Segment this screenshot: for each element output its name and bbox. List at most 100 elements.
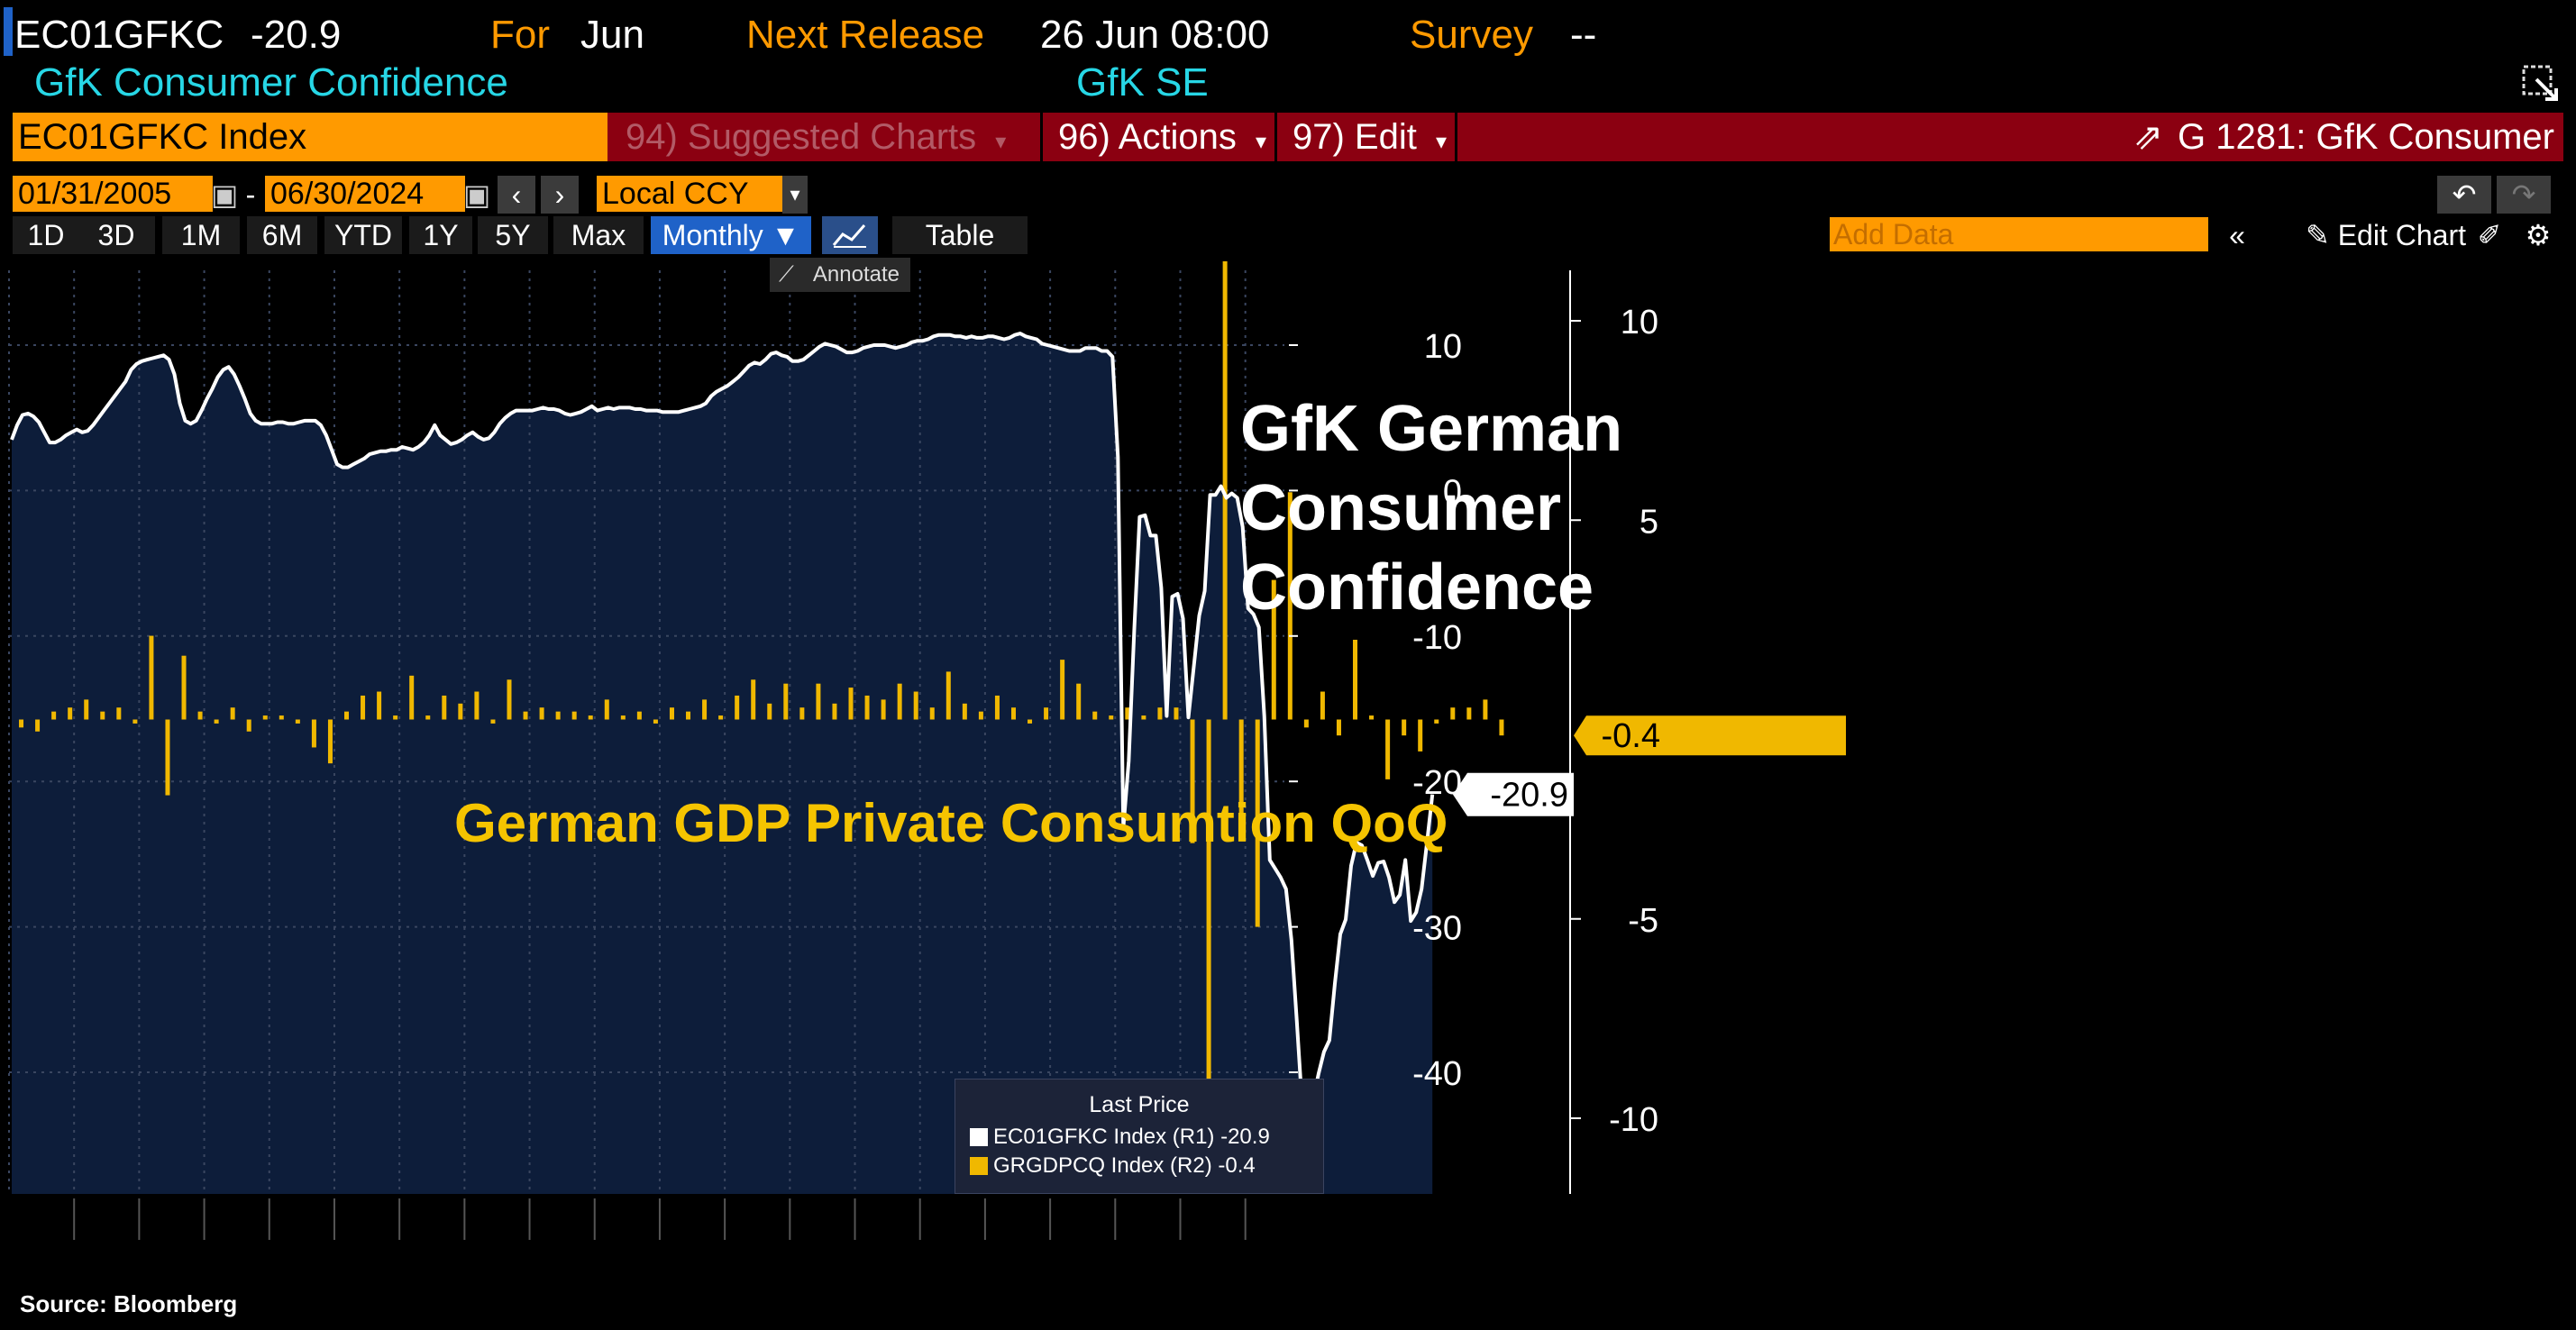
legend-label-gdp: GRGDPCQ Index (R2) -0.4: [993, 1153, 1256, 1178]
edit-menu[interactable]: 97) Edit ▾: [1283, 113, 1464, 161]
r2-tick-label: -10: [1609, 1101, 1658, 1139]
chart-area: 100-10-20-30-40105-5-10-20.9-0.420052006…: [0, 213, 2576, 1289]
calendar-icon[interactable]: ▣: [211, 178, 239, 211]
gdp-bar: [393, 715, 398, 720]
gdp-bar: [588, 715, 593, 720]
table-button[interactable]: Table: [892, 216, 1028, 254]
date-dash: -: [245, 178, 256, 211]
annotate-button[interactable]: ⟋ Annotate: [770, 258, 910, 292]
undo-icon[interactable]: ↶: [2437, 176, 2491, 214]
security-input[interactable]: EC01GFKC Index: [13, 113, 607, 161]
currency-select[interactable]: Local CCY: [597, 176, 788, 212]
gdp-bar: [1483, 699, 1488, 720]
gdp-bar: [361, 695, 366, 720]
suggested-charts-label: 94) Suggested Charts: [626, 117, 977, 157]
gdp-bar: [116, 707, 122, 720]
gear-icon[interactable]: ⚙: [2520, 216, 2556, 254]
chart-id-link[interactable]: ⇗ G 1281: GfK Consumer: [2068, 113, 2554, 161]
gdp-bar: [246, 719, 251, 732]
gdp-bar: [490, 719, 496, 724]
divider: [1040, 113, 1043, 161]
gdp-bar: [1303, 719, 1309, 728]
range-button-ytd[interactable]: YTD: [324, 216, 402, 254]
r1-tick-label: -10: [1412, 619, 1462, 657]
edit-icon[interactable]: ✐: [2471, 216, 2507, 254]
redo-icon[interactable]: ↷: [2497, 176, 2551, 214]
gdp-bar: [344, 711, 350, 720]
range-button-1m[interactable]: 1M: [162, 216, 240, 254]
pencil-icon: ✎: [2306, 219, 2330, 251]
gdp-bar: [262, 715, 268, 720]
frequency-select[interactable]: Monthly ▼: [651, 216, 811, 254]
gdp-bar: [1466, 707, 1472, 720]
range-button-3d[interactable]: 3D: [78, 216, 155, 254]
gdp-bar: [181, 655, 187, 720]
gdp-bar: [1141, 715, 1146, 720]
legend-label-gfk: EC01GFKC Index (R1) -20.9: [993, 1125, 1270, 1149]
gdp-bar: [409, 675, 415, 720]
gdp-bar: [377, 691, 382, 720]
chevron-down-icon[interactable]: ▾: [782, 176, 808, 214]
edit-chart-label: Edit Chart: [2337, 219, 2466, 251]
chevron-down-icon: ▾: [995, 130, 1007, 154]
edit-chart-button[interactable]: ✎ Edit Chart: [2264, 216, 2507, 254]
gdp-bar: [783, 683, 789, 720]
gdp-bar: [442, 695, 447, 720]
gdp-bar: [1271, 579, 1276, 720]
gdp-bar: [1353, 640, 1358, 720]
suggested-charts-menu[interactable]: 94) Suggested Charts ▾: [617, 113, 1040, 161]
range-button-1d[interactable]: 1D: [13, 216, 79, 254]
gdp-bar: [1320, 691, 1325, 720]
gdp-bar: [68, 707, 73, 720]
prev-arrow-icon[interactable]: ‹: [498, 176, 535, 214]
gdp-bar: [1092, 711, 1098, 720]
range-button-5y[interactable]: 5Y: [478, 216, 548, 254]
legend-item-gfk[interactable]: EC01GFKC Index (R1) -20.9: [970, 1125, 1270, 1150]
edit-label: 97) Edit: [1293, 117, 1417, 157]
gdp-bar: [735, 695, 740, 720]
gdp-bar: [1434, 719, 1439, 724]
gdp-bar: [620, 715, 626, 720]
last-value-flag-gfk: [1453, 772, 1574, 816]
start-date-input[interactable]: 01/31/2005: [13, 176, 213, 212]
range-button-max[interactable]: Max: [553, 216, 644, 254]
gdp-bar: [1369, 715, 1375, 720]
gdp-bar: [100, 711, 105, 720]
gfk-annotation-line2: Consumer: [1240, 472, 1562, 544]
gdp-bar: [327, 719, 333, 764]
gdp-bar: [1255, 719, 1260, 927]
next-arrow-icon[interactable]: ›: [541, 176, 579, 214]
gdp-bar: [994, 695, 1000, 720]
gdp-bar: [1336, 719, 1341, 736]
gdp-bar: [653, 719, 658, 724]
gdp-bar: [751, 679, 756, 720]
range-button-6m[interactable]: 6M: [247, 216, 317, 254]
ticker-symbol[interactable]: EC01GFKC: [14, 13, 224, 57]
gdp-bar: [1028, 719, 1033, 724]
command-bar: EC01GFKC Index 94) Suggested Charts ▾ 96…: [13, 113, 2563, 161]
gdp-bar: [523, 711, 528, 720]
popout-icon[interactable]: [2520, 63, 2560, 103]
end-date-input[interactable]: 06/30/2024: [265, 176, 465, 212]
gdp-bar: [1044, 707, 1049, 720]
legend-swatch-white: [970, 1128, 988, 1146]
r2-tick-label: -5: [1628, 902, 1658, 940]
gdp-bar: [51, 711, 57, 720]
gdp-bar: [848, 688, 854, 720]
actions-menu[interactable]: 96) Actions ▾: [1049, 113, 1283, 161]
range-button-1y[interactable]: 1Y: [409, 216, 472, 254]
gdp-bar: [1125, 707, 1130, 720]
calendar-icon[interactable]: ▣: [463, 178, 491, 211]
gdp-bar: [35, 719, 41, 732]
gdp-bar: [816, 683, 821, 720]
add-data-input[interactable]: Add Data: [1830, 217, 2208, 251]
gdp-bar: [295, 719, 300, 724]
external-link-icon: ⇗: [2133, 117, 2164, 157]
gfk-area-fill: [12, 333, 1433, 1195]
line-chart-icon[interactable]: [822, 216, 878, 254]
r1-tick-label: -30: [1412, 910, 1462, 948]
legend-item-gdp[interactable]: GRGDPCQ Index (R2) -0.4: [970, 1153, 1256, 1179]
collapse-icon[interactable]: «: [2219, 216, 2255, 254]
gdp-bar: [507, 679, 512, 720]
gdp-bar: [669, 707, 674, 720]
